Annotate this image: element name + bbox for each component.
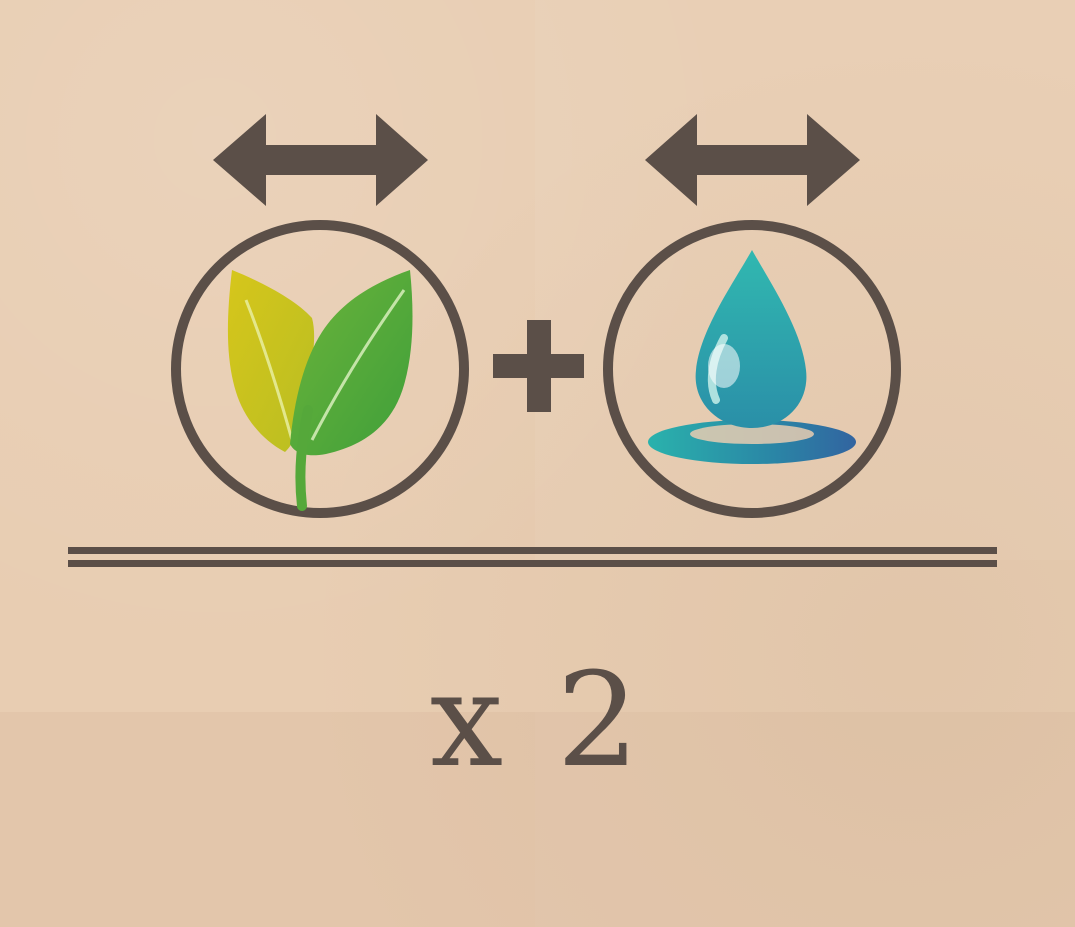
leaf-icon bbox=[171, 220, 469, 518]
plus-icon bbox=[493, 320, 584, 412]
double-arrow-icon bbox=[213, 114, 428, 206]
water-drop-icon bbox=[603, 220, 901, 518]
double-arrow-icon bbox=[645, 114, 860, 206]
multiplier-text: x 2 bbox=[429, 644, 646, 796]
divider-line bbox=[68, 547, 997, 567]
